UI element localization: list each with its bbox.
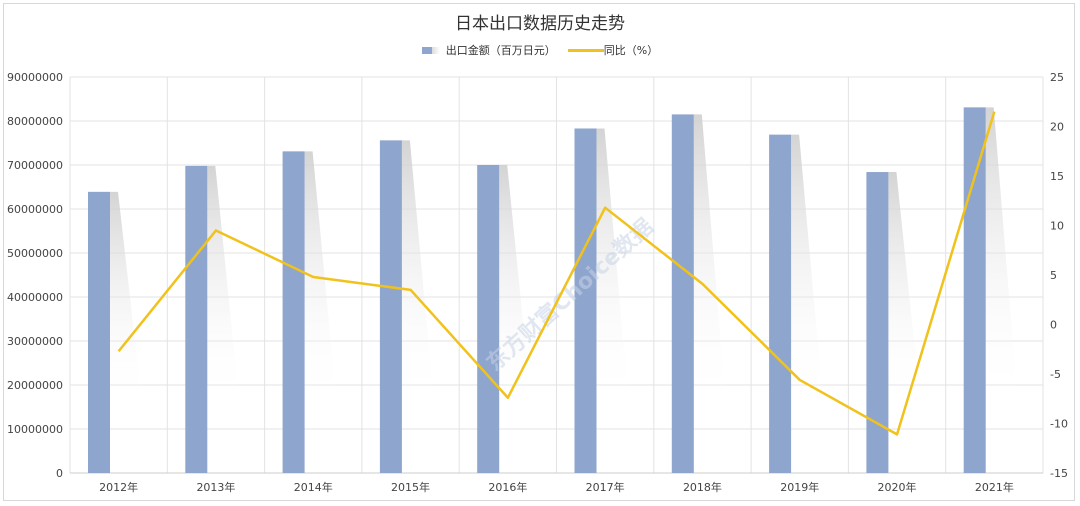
x-axis-tick: 2017年 [586,480,625,494]
bar-shadow [693,114,726,404]
bar [574,128,597,474]
legend-item-yoy[interactable]: 同比（%） [562,42,658,58]
x-axis-tick: 2020年 [878,480,917,494]
bar [963,107,986,474]
legend-label-yoy: 同比（%） [603,44,659,57]
right-axis-tick: 5 [1050,269,1057,282]
bar-shadow [499,165,532,403]
bar-shadow [207,165,240,403]
bar [866,172,889,474]
right-axis-tick: 15 [1050,170,1064,183]
right-axis: -15 -10 -5 0 5 10 15 20 25 [1050,71,1068,480]
right-axis-tick: 10 [1050,220,1064,233]
right-axis-tick: -10 [1050,418,1068,431]
x-axis-tick: 2013年 [196,480,235,494]
bar-shadow [596,128,629,404]
x-axis-tick: 2021年 [975,480,1014,494]
right-axis-tick: 20 [1050,121,1064,134]
bar-shadow [888,172,921,403]
x-axis-tick: 2012年 [99,480,138,494]
legend: 出口金额（百万日元） 同比（%） [0,42,1080,58]
left-axis-tick: 30000000 [7,335,63,348]
left-axis-tick: 60000000 [7,203,63,216]
right-axis-tick: 25 [1050,71,1064,84]
x-axis-tick: 2014年 [294,480,333,494]
bar [477,165,500,473]
legend-item-export-amount[interactable]: 出口金额（百万日元） [421,42,556,58]
bar [769,134,792,473]
x-axis: 2012年 2013年 2014年 2015年 2016年 2017年 2018年 2019年… [99,480,1014,494]
left-axis: 0 10000000 20000000 30000000 40000000 5000000… [7,71,63,480]
left-axis-tick: 50000000 [7,247,63,260]
right-axis-tick: 0 [1050,319,1057,332]
right-axis-tick: -5 [1050,368,1061,381]
bar-shadow [985,107,1018,404]
legend-label-export-amount: 出口金额（百万日元） [445,44,556,57]
x-axis-tick: 2015年 [391,480,430,494]
left-axis-tick: 80000000 [7,115,63,128]
bar-swatch-icon [421,46,440,54]
x-axis-tick: 2016年 [488,480,527,494]
left-axis-tick: 20000000 [7,379,63,392]
right-axis-tick: -15 [1050,467,1068,480]
left-axis-tick: 90000000 [7,71,63,84]
line-swatch-icon [567,48,604,52]
bar [282,151,305,474]
bar-shadow [401,140,434,404]
bar-series [88,107,1018,474]
left-axis-tick: 40000000 [7,291,63,304]
bar [88,191,110,473]
left-axis-tick: 10000000 [7,423,63,436]
x-axis-tick: 2019年 [780,480,819,494]
bar-shadow [791,134,824,403]
x-axis-tick: 2018年 [683,480,722,494]
bar [671,114,694,474]
left-axis-tick: 70000000 [7,159,63,172]
bar [379,140,402,474]
chart-title: 日本出口数据历史走势 [455,14,625,34]
left-axis-tick: 0 [56,467,63,480]
chart-frame [3,3,1075,501]
yoy-line [117,111,996,436]
bar [185,165,208,473]
